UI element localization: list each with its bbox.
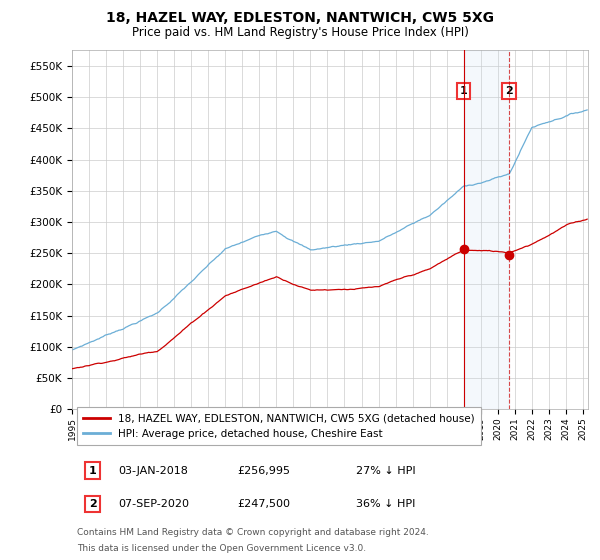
Text: 2: 2 <box>505 86 513 96</box>
Text: This data is licensed under the Open Government Licence v3.0.: This data is licensed under the Open Gov… <box>77 544 366 553</box>
Text: 1: 1 <box>89 466 97 475</box>
Text: 2: 2 <box>89 499 97 509</box>
Text: £256,995: £256,995 <box>237 466 290 475</box>
Bar <box>464 50 509 409</box>
Text: £247,500: £247,500 <box>237 499 290 509</box>
Text: 36% ↓ HPI: 36% ↓ HPI <box>356 499 415 509</box>
Text: Price paid vs. HM Land Registry's House Price Index (HPI): Price paid vs. HM Land Registry's House … <box>131 26 469 39</box>
Legend: 18, HAZEL WAY, EDLESTON, NANTWICH, CW5 5XG (detached house), HPI: Average price,: 18, HAZEL WAY, EDLESTON, NANTWICH, CW5 5… <box>77 408 481 445</box>
Text: 07-SEP-2020: 07-SEP-2020 <box>118 499 190 509</box>
Text: 27% ↓ HPI: 27% ↓ HPI <box>356 466 415 475</box>
Text: 03-JAN-2018: 03-JAN-2018 <box>118 466 188 475</box>
Text: Contains HM Land Registry data © Crown copyright and database right 2024.: Contains HM Land Registry data © Crown c… <box>77 528 429 536</box>
Text: 18, HAZEL WAY, EDLESTON, NANTWICH, CW5 5XG: 18, HAZEL WAY, EDLESTON, NANTWICH, CW5 5… <box>106 11 494 25</box>
Text: 1: 1 <box>460 86 467 96</box>
